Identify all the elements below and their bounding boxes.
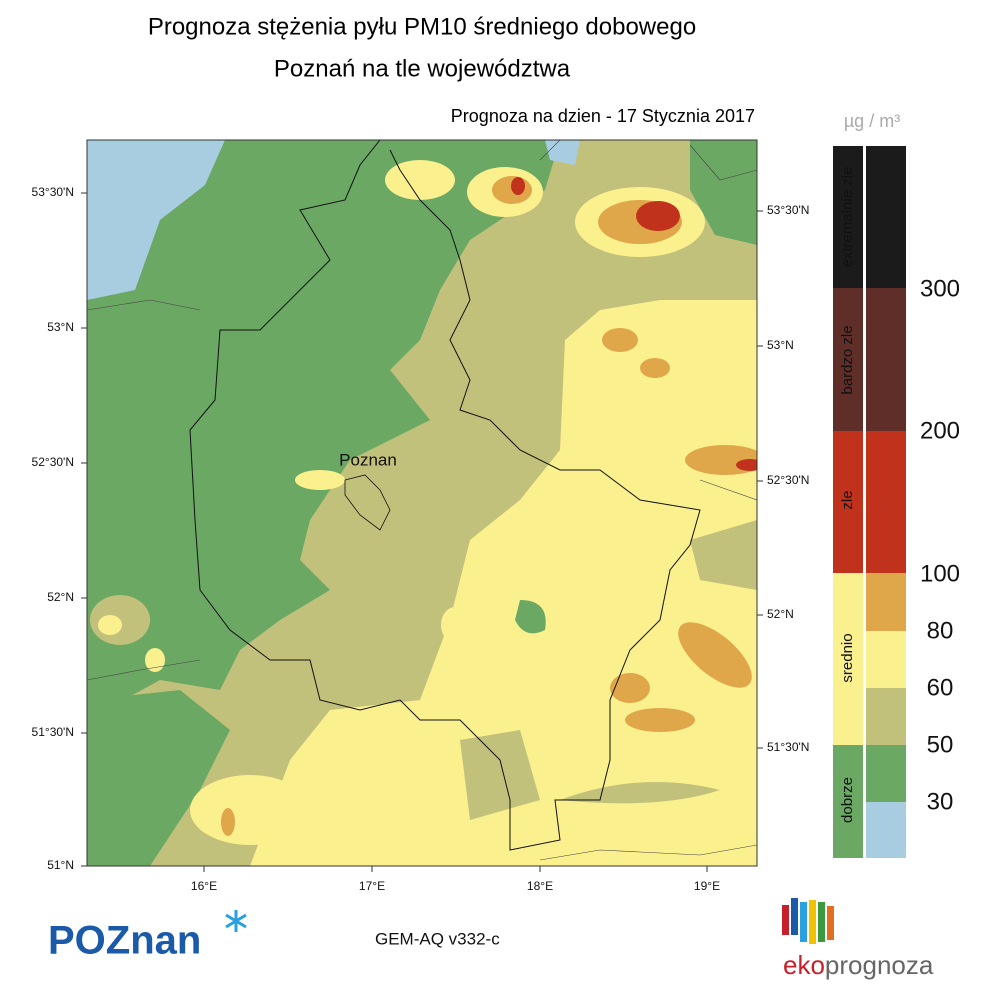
threshold-label: 100 <box>920 560 960 587</box>
threshold-label: 200 <box>920 417 960 444</box>
class-label: srednio <box>839 633 856 682</box>
legend: extremalnie zle bardzo zle zle srednio dobrz… <box>839 167 960 823</box>
lat-label-right: 52°N <box>767 607 794 621</box>
forecast-date: Prognoza na dzien - 17 Stycznia 2017 <box>451 106 755 126</box>
class-label: extremalnie zle <box>839 167 856 268</box>
lat-label-right: 53°30'N <box>767 203 809 217</box>
title: Prognoza stężenia pyłu PM10 średniego do… <box>148 13 696 40</box>
class-label: zle <box>839 490 856 509</box>
subtitle: Poznań na tle województwa <box>274 55 571 82</box>
lat-label-left: 52°N <box>47 590 74 604</box>
map-frame <box>86 139 758 867</box>
logo-text: POZnan <box>48 919 201 963</box>
legend-unit: µg / m³ <box>844 111 900 131</box>
threshold-label: 80 <box>927 617 954 644</box>
colorbar <box>833 146 906 858</box>
brand: ekoprognoza <box>783 950 934 980</box>
threshold-label: 300 <box>920 275 960 302</box>
ekoprognoza-logo: ekoprognoza <box>782 898 934 980</box>
logo-star <box>225 910 247 932</box>
lat-label-left: 52°30'N <box>32 455 74 469</box>
threshold-label: 30 <box>927 788 954 815</box>
lat-label-right: 51°30'N <box>767 740 809 754</box>
poznan-logo: POZnan <box>48 910 247 963</box>
brand-rest: prognoza <box>825 950 934 980</box>
threshold-label: 60 <box>927 674 954 701</box>
lat-label-left: 53°30'N <box>32 185 74 199</box>
lon-label: 18°E <box>527 879 553 893</box>
lat-label-left: 51°30'N <box>32 725 74 739</box>
brand-eko: eko <box>783 950 825 980</box>
lon-label: 19°E <box>694 879 720 893</box>
lon-label: 17°E <box>359 879 385 893</box>
lat-label-left: 51°N <box>47 858 74 872</box>
class-label: bardzo zle <box>839 325 856 394</box>
map: Poznan <box>87 140 757 866</box>
lon-label: 16°E <box>191 879 217 893</box>
threshold-label: 50 <box>927 731 954 758</box>
model-name: GEM-AQ v332-c <box>375 929 500 948</box>
class-label: dobrze <box>839 777 856 823</box>
map-axes: 53°30'N 53°N 52°30'N 52°N 51°30'N 51°N 53°30'N… <box>32 185 810 893</box>
lat-label-right: 52°30'N <box>767 473 809 487</box>
city-label: Poznan <box>339 450 397 469</box>
lat-label-left: 53°N <box>47 320 74 334</box>
lat-label-right: 53°N <box>767 338 794 352</box>
